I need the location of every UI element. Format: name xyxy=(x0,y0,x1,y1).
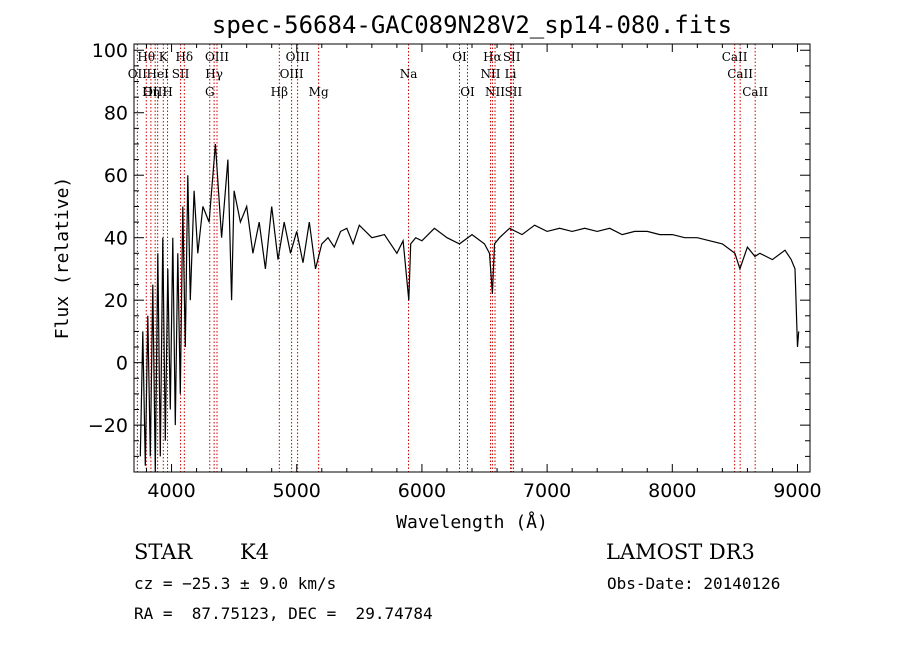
spectral-line-label: Hγ xyxy=(205,67,223,81)
spectral-line-label: NII xyxy=(485,85,505,99)
spectral-line-label: OI xyxy=(452,50,467,64)
spectral-line-label: HeI xyxy=(147,67,170,81)
spectral-line-label: Hα xyxy=(483,50,502,64)
x-tick-label: 6000 xyxy=(398,480,446,502)
axis-ticks: 4000 5000 6000 7000 8000 9000 −20 0 20 40 60 80 100 xyxy=(88,40,822,502)
plot-frame xyxy=(133,43,811,473)
spectral-line-label: OIII xyxy=(143,85,167,99)
spectral-line-label: OIII xyxy=(205,50,229,64)
object-class: STAR xyxy=(134,540,193,564)
spectral-line-label: H xyxy=(162,85,172,99)
y-tick-label: 20 xyxy=(104,290,128,312)
y-tick-label: 0 xyxy=(116,353,128,375)
chart-title: spec-56684-GAC089N28V2_sp14-080.fits xyxy=(212,11,732,39)
y-tick-label: 60 xyxy=(104,165,128,187)
spectral-line-label: CaII xyxy=(727,67,753,81)
spectral-line-label: OIII xyxy=(286,50,310,64)
spectral-line-label: Hβ xyxy=(271,85,288,99)
spectral-line-label: Na xyxy=(400,67,418,81)
y-tick-label: 40 xyxy=(104,228,128,250)
spectral-line-label: Li xyxy=(505,67,517,81)
y-axis-label: Flux (relative) xyxy=(52,177,73,340)
y-tick-label: 80 xyxy=(104,103,128,125)
x-tick-label: 5000 xyxy=(273,480,321,502)
spectral-line-label: OII xyxy=(128,67,148,81)
flux-line xyxy=(139,143,800,473)
object-subclass: K4 xyxy=(240,540,270,564)
spectral-line-label: OI xyxy=(460,85,475,99)
spectral-line-label: OIII xyxy=(280,67,304,81)
x-tick-label: 8000 xyxy=(648,480,696,502)
y-tick-label: 100 xyxy=(92,40,128,62)
redshift-velocity: cz = −25.3 ± 9.0 km/s xyxy=(134,574,337,593)
spectral-line-label: CaII xyxy=(742,85,768,99)
spectral-line-label: K xyxy=(159,50,169,64)
y-tick-label: −20 xyxy=(88,415,128,437)
spectral-line-label: NII xyxy=(481,67,501,81)
spectral-line-label: Mg xyxy=(309,85,329,99)
ra-dec-coordinates: RA = 87.75123, DEC = 29.74784 xyxy=(134,604,433,623)
x-tick-label: 9000 xyxy=(773,480,821,502)
spectral-line-label: G xyxy=(205,85,215,99)
spectral-line-label: CaII xyxy=(722,50,748,64)
spectral-line-label: SII xyxy=(503,50,521,64)
spectral-line-label: SII xyxy=(505,85,523,99)
survey-name: LAMOST DR3 xyxy=(606,540,755,564)
x-tick-label: 4000 xyxy=(147,480,195,502)
spectral-line-label: Hδ xyxy=(175,50,193,64)
observation-date: Obs-Date: 20140126 xyxy=(607,574,781,593)
flux-series xyxy=(139,143,800,473)
spectral-line-label: Hθ xyxy=(137,50,155,64)
spectral-line-label: SII xyxy=(172,67,190,81)
spectral-line-label: Hη xyxy=(142,85,160,99)
x-tick-label: 7000 xyxy=(523,480,571,502)
x-axis-label: Wavelength (Å) xyxy=(396,511,548,533)
